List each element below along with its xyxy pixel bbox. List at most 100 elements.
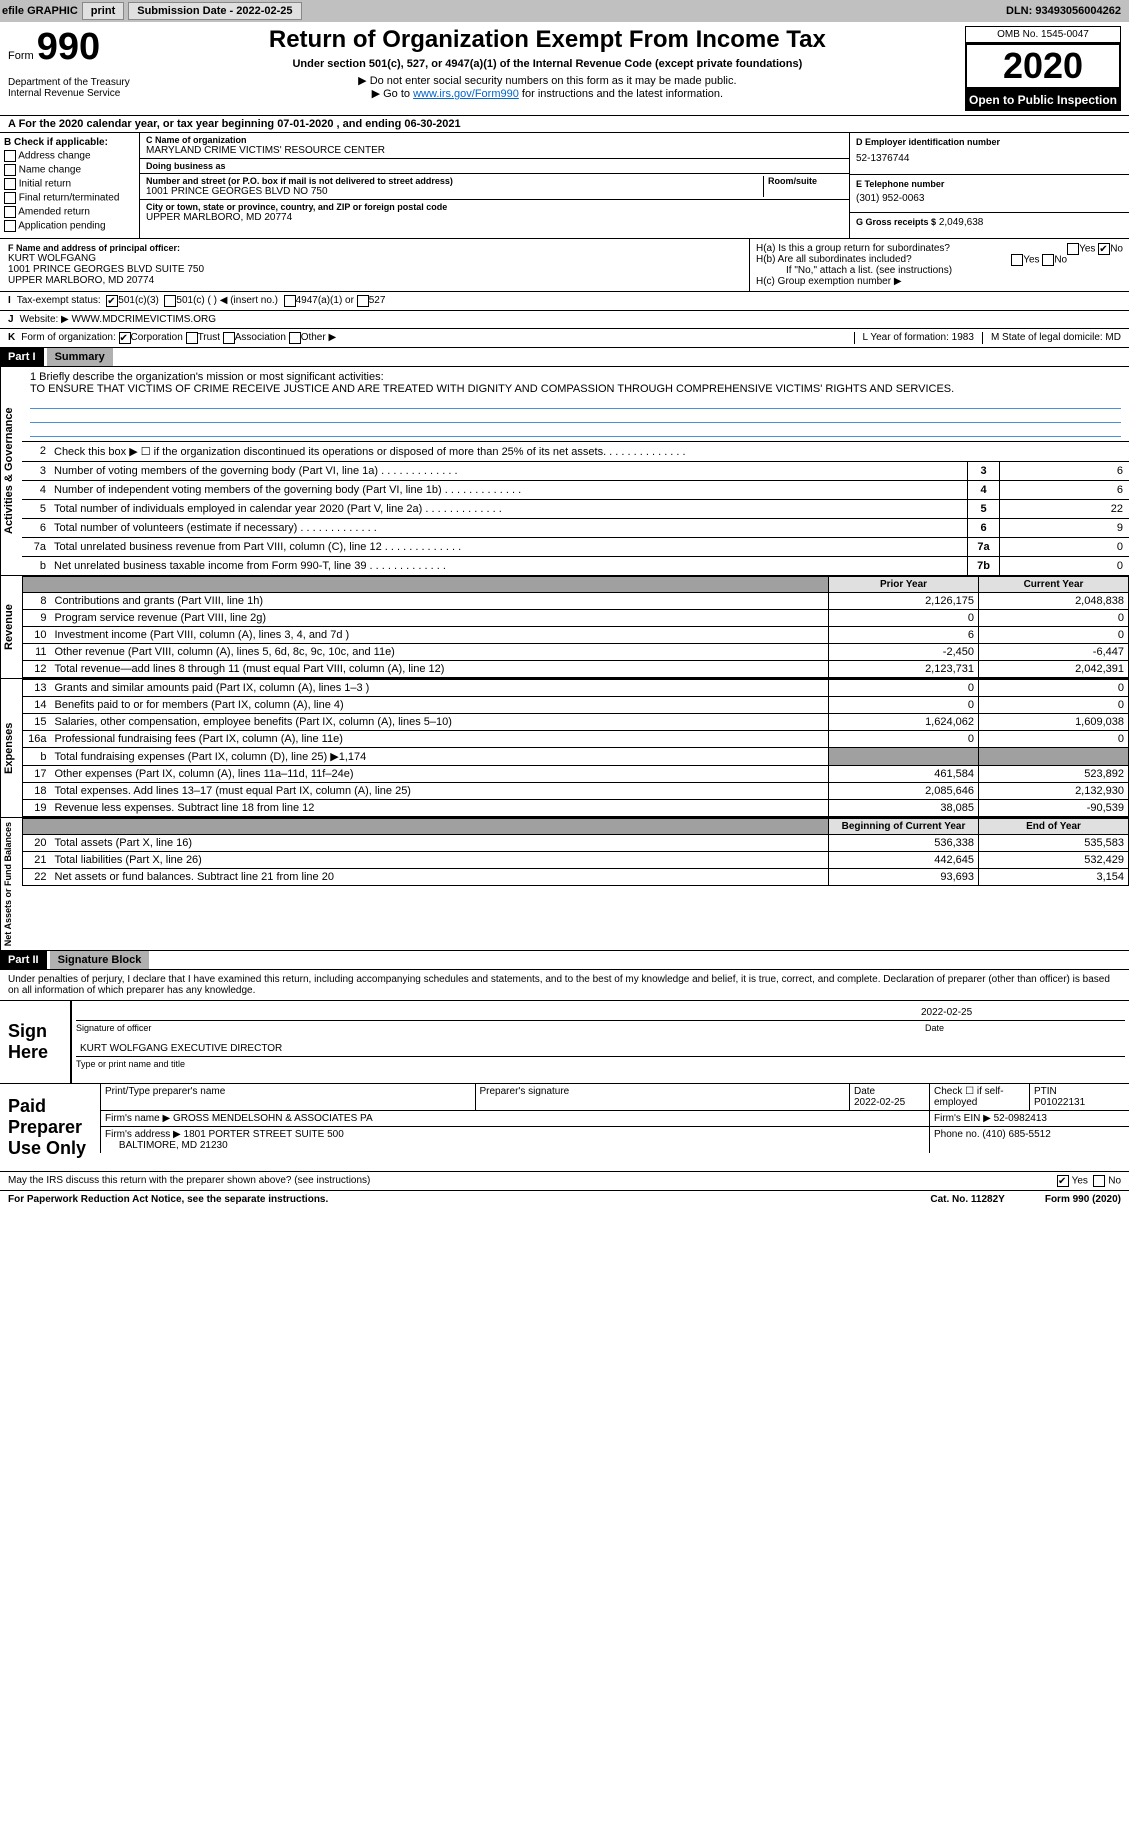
gov-line: 6Total number of volunteers (estimate if…	[22, 518, 1129, 537]
print-button[interactable]: print	[82, 2, 124, 20]
sig-date-label: Date	[925, 1023, 1125, 1033]
m-state: M State of legal domicile: MD	[982, 332, 1121, 344]
chk-other[interactable]	[289, 332, 301, 344]
revenue-section: Revenue Prior Year Current Year 8Contrib…	[0, 576, 1129, 679]
expenses-section: Expenses 13Grants and similar amounts pa…	[0, 679, 1129, 818]
fin-row: 20Total assets (Part X, line 16)536,3385…	[23, 835, 1129, 852]
chk-final-return[interactable]: Final return/terminated	[4, 192, 135, 204]
fin-row: 11Other revenue (Part VIII, column (A), …	[23, 644, 1129, 661]
officer-addr2: UPPER MARLBORO, MD 20774	[8, 275, 741, 286]
chk-4947[interactable]	[284, 295, 296, 307]
chk-address-change[interactable]: Address change	[4, 150, 135, 162]
chk-corp[interactable]	[119, 332, 131, 344]
dba-row: Doing business as	[140, 159, 849, 174]
open-public-label: Open to Public Inspection	[965, 89, 1121, 111]
chk-application-pending[interactable]: Application pending	[4, 220, 135, 232]
form-title: Return of Organization Exempt From Incom…	[138, 26, 957, 54]
section-deg: D Employer identification number 52-1376…	[849, 133, 1129, 238]
form-subtitle: Under section 501(c), 527, or 4947(a)(1)…	[138, 58, 957, 70]
mission-blank-line	[30, 395, 1121, 409]
fin-row: 15Salaries, other compensation, employee…	[23, 714, 1129, 731]
efile-label: efile GRAPHIC	[2, 5, 78, 17]
form-number: 990	[37, 26, 100, 68]
signature-intro: Under penalties of perjury, I declare th…	[0, 970, 1129, 1001]
officer-name-line: KURT WOLFGANG EXECUTIVE DIRECTOR	[76, 1041, 1125, 1057]
section-h: H(a) Is this a group return for subordin…	[749, 239, 1129, 291]
part1-title: Summary	[47, 348, 113, 366]
i-text: Tax-exempt status:	[17, 295, 101, 307]
gov-line: 7aTotal unrelated business revenue from …	[22, 537, 1129, 556]
mission-block: 1 Briefly describe the organization's mi…	[22, 367, 1129, 441]
prior-year-header: Prior Year	[829, 577, 979, 593]
form-word: Form	[8, 50, 34, 62]
org-name: MARYLAND CRIME VICTIMS' RESOURCE CENTER	[146, 145, 843, 156]
notice-ssn: ▶ Do not enter social security numbers o…	[138, 74, 957, 87]
netassets-section: Net Assets or Fund Balances Beginning of…	[0, 818, 1129, 951]
fin-row: bTotal fundraising expenses (Part IX, co…	[23, 748, 1129, 766]
h-a-row: H(a) Is this a group return for subordin…	[756, 243, 1123, 254]
phone-value: (301) 952-0063	[856, 189, 1123, 208]
discuss-text: May the IRS discuss this return with the…	[8, 1175, 370, 1187]
chk-trust[interactable]	[186, 332, 198, 344]
submission-date-button[interactable]: Submission Date - 2022-02-25	[128, 2, 301, 20]
gov-line: 3Number of voting members of the governi…	[22, 461, 1129, 480]
netassets-table: Beginning of Current Year End of Year 20…	[22, 818, 1129, 886]
chk-name-change[interactable]: Name change	[4, 164, 135, 176]
j-text: Website: ▶	[20, 314, 69, 325]
officer-typed-name: KURT WOLFGANG EXECUTIVE DIRECTOR	[80, 1043, 282, 1054]
part2-title: Signature Block	[50, 951, 150, 969]
fin-row: 9Program service revenue (Part VIII, lin…	[23, 610, 1129, 627]
chk-amended[interactable]: Amended return	[4, 206, 135, 218]
footer-final: For Paperwork Reduction Act Notice, see …	[0, 1191, 1129, 1208]
l-year: L Year of formation: 1983	[854, 332, 974, 344]
org-name-label: C Name of organization	[146, 135, 843, 145]
chk-initial-return[interactable]: Initial return	[4, 178, 135, 190]
h-b-row: H(b) Are all subordinates included? Yes …	[756, 254, 1123, 265]
irs-link[interactable]: www.irs.gov/Form990	[413, 88, 519, 100]
part1-label: Part I	[0, 348, 44, 366]
mission-label: 1 Briefly describe the organization's mi…	[30, 371, 1121, 383]
row-klm: K Form of organization: Corporation Trus…	[0, 329, 1129, 348]
department-label: Department of the Treasury Internal Reve…	[8, 77, 130, 99]
address-label: Number and street (or P.O. box if mail i…	[146, 176, 763, 186]
header-middle: Return of Organization Exempt From Incom…	[138, 26, 957, 100]
chk-assoc[interactable]	[223, 332, 235, 344]
expenses-vert-label: Expenses	[0, 679, 22, 817]
prep-selfemp: Check ☐ if self-employed	[929, 1084, 1029, 1110]
discuss-yn: Yes No	[1057, 1175, 1121, 1187]
chk-501c[interactable]	[164, 295, 176, 307]
fin-row: 10Investment income (Part VIII, column (…	[23, 627, 1129, 644]
paid-preparer-section: Paid Preparer Use Only Print/Type prepar…	[0, 1084, 1129, 1172]
form-footer: Form 990 (2020)	[1045, 1194, 1121, 1205]
expenses-table: 13Grants and similar amounts paid (Part …	[22, 679, 1129, 817]
tax-year: 2020	[965, 43, 1121, 89]
top-toolbar: efile GRAPHIC print Submission Date - 20…	[0, 0, 1129, 22]
prep-name-label: Print/Type preparer's name	[100, 1084, 475, 1110]
form-header: Form 990 Department of the Treasury Inte…	[0, 22, 1129, 115]
mission-blank-line	[30, 409, 1121, 423]
phone-cell: E Telephone number (301) 952-0063	[850, 175, 1129, 213]
fin-row: 18Total expenses. Add lines 13–17 (must …	[23, 783, 1129, 800]
mission-blank-line	[30, 423, 1121, 437]
revenue-table: Prior Year Current Year 8Contributions a…	[22, 576, 1129, 678]
paid-preparer-label: Paid Preparer Use Only	[0, 1084, 100, 1171]
fin-row: 17Other expenses (Part IX, column (A), l…	[23, 766, 1129, 783]
discuss-row: May the IRS discuss this return with the…	[0, 1172, 1129, 1191]
fin-row: 16aProfessional fundraising fees (Part I…	[23, 731, 1129, 748]
chk-501c3[interactable]	[106, 295, 118, 307]
cat-no: Cat. No. 11282Y	[930, 1194, 1004, 1205]
fin-row: 12Total revenue—add lines 8 through 11 (…	[23, 661, 1129, 678]
j-label: J	[8, 314, 14, 325]
chk-527[interactable]	[357, 295, 369, 307]
sign-here-label: Sign Here	[0, 1001, 70, 1083]
row-i: I Tax-exempt status: 501(c)(3) 501(c) ( …	[0, 292, 1129, 311]
gov-line: 4Number of independent voting members of…	[22, 480, 1129, 499]
dba-label: Doing business as	[146, 161, 843, 171]
ein-label: D Employer identification number	[856, 137, 1123, 147]
period-row: A For the 2020 calendar year, or tax yea…	[0, 115, 1129, 133]
form-number-block: Form 990 Department of the Treasury Inte…	[8, 26, 130, 99]
i-label: I	[8, 295, 11, 307]
notice-link-row: ▶ Go to www.irs.gov/Form990 for instruct…	[138, 87, 957, 100]
address-row: Number and street (or P.O. box if mail i…	[140, 174, 849, 200]
section-f: F Name and address of principal officer:…	[0, 239, 749, 291]
